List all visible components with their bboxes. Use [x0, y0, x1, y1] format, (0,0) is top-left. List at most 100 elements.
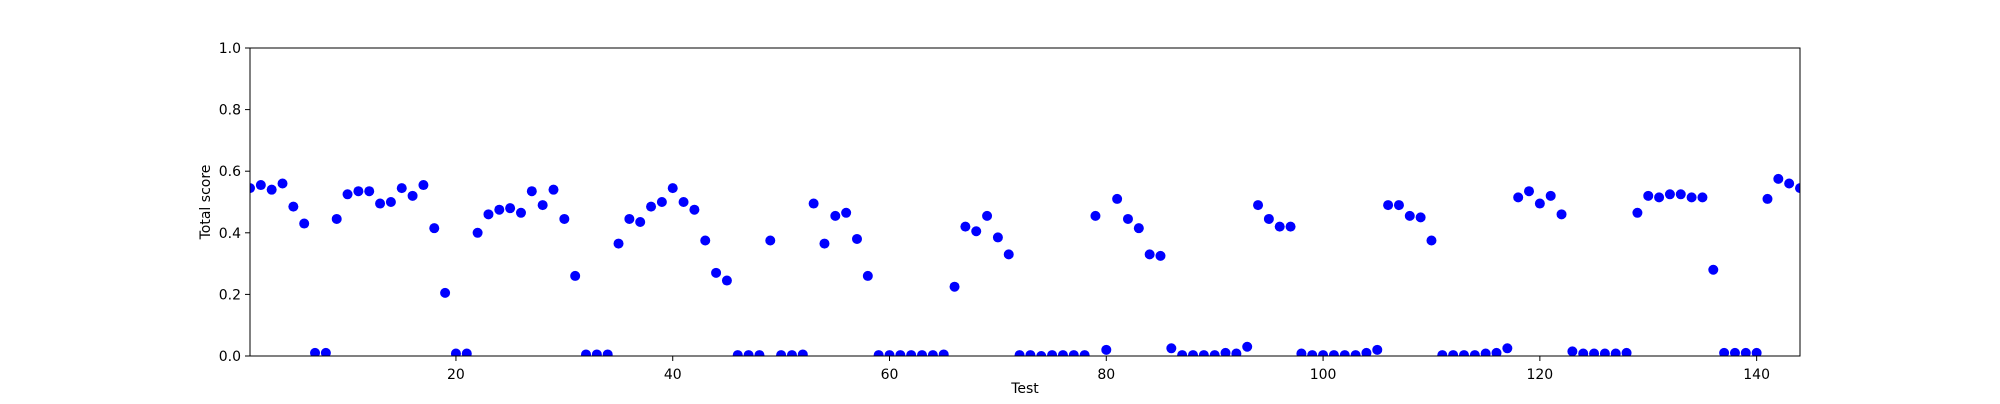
data-point — [982, 210, 993, 221]
data-point — [396, 183, 407, 194]
data-point — [1253, 200, 1264, 211]
data-point — [364, 186, 375, 197]
data-point — [1242, 341, 1253, 352]
data-point — [1729, 347, 1740, 356]
data-point — [1079, 350, 1090, 356]
data-point — [667, 183, 678, 194]
data-point — [581, 349, 592, 356]
x-tick-label: 80 — [1097, 367, 1115, 383]
data-point — [1448, 350, 1459, 356]
data-point — [266, 184, 277, 195]
y-axis-label: Total score — [198, 165, 214, 241]
data-point — [1621, 347, 1632, 356]
data-point — [1220, 347, 1231, 356]
data-point — [1068, 350, 1079, 356]
data-point — [700, 235, 711, 246]
data-point — [1480, 348, 1491, 356]
data-point — [537, 200, 548, 211]
x-tick-label: 20 — [447, 367, 465, 383]
y-tick-label: 0.8 — [219, 103, 241, 119]
x-tick-label: 120 — [1526, 367, 1553, 383]
data-point — [1426, 235, 1437, 246]
data-point — [429, 223, 440, 234]
data-point — [1296, 348, 1307, 356]
data-point — [613, 238, 624, 249]
data-point — [1610, 348, 1621, 356]
data-point — [1057, 350, 1068, 356]
data-point — [1263, 213, 1274, 224]
data-point — [494, 204, 505, 215]
data-point — [1686, 192, 1697, 203]
data-point — [1795, 183, 1800, 194]
data-point — [938, 349, 949, 356]
data-point — [1328, 350, 1339, 356]
data-point — [786, 350, 797, 356]
data-point — [656, 197, 667, 207]
data-point — [461, 348, 472, 356]
data-point — [1198, 350, 1209, 356]
data-point — [353, 186, 364, 197]
x-tick-label: 140 — [1743, 367, 1770, 383]
data-point — [1502, 343, 1513, 354]
y-axis: 0.0 0.2 0.4 0.6 0.8 1.0 — [219, 41, 250, 365]
data-point — [851, 233, 862, 244]
data-point — [1664, 189, 1675, 200]
data-point — [1751, 347, 1762, 356]
data-point — [776, 350, 787, 356]
y-tick-label: 0.4 — [219, 226, 241, 242]
data-point — [1122, 213, 1133, 224]
data-point — [1534, 198, 1545, 209]
data-point — [1274, 221, 1285, 232]
data-point — [277, 178, 288, 189]
data-point — [808, 198, 819, 209]
data-point — [721, 275, 732, 286]
data-point — [1437, 350, 1448, 356]
data-point — [505, 203, 516, 214]
y-tick-label: 0.2 — [219, 287, 241, 303]
data-point — [1578, 348, 1589, 356]
data-point — [1773, 173, 1784, 184]
data-point — [602, 349, 613, 356]
data-point — [1469, 350, 1480, 356]
data-point — [862, 270, 873, 281]
data-point — [635, 217, 646, 228]
data-point — [1567, 346, 1578, 356]
data-point — [1524, 186, 1535, 197]
data-point — [1003, 249, 1014, 260]
data-point — [1556, 209, 1567, 220]
data-point — [743, 350, 754, 356]
data-point — [310, 347, 321, 356]
x-tick-label: 60 — [881, 367, 899, 383]
data-point — [646, 201, 657, 212]
data-point — [1188, 350, 1199, 356]
data-point — [385, 197, 396, 207]
data-point — [559, 213, 570, 224]
data-point — [472, 227, 483, 238]
data-point — [819, 238, 830, 249]
data-point — [1361, 347, 1372, 356]
data-point — [570, 270, 581, 281]
data-point — [288, 201, 299, 212]
data-point — [1708, 264, 1719, 275]
data-point — [331, 213, 342, 224]
y-tick-label: 1.0 — [219, 41, 241, 57]
data-point — [1599, 348, 1610, 356]
data-point — [971, 226, 982, 237]
data-point — [1372, 344, 1383, 355]
data-point — [299, 218, 310, 229]
data-point — [418, 180, 429, 191]
data-point — [1545, 190, 1556, 201]
data-point — [765, 235, 776, 246]
data-point — [1133, 223, 1144, 234]
data-point — [884, 350, 895, 356]
data-point — [754, 350, 765, 356]
data-point — [1589, 348, 1600, 356]
data-point — [1047, 350, 1058, 356]
data-point — [1719, 347, 1730, 356]
data-point — [1155, 250, 1166, 261]
data-point — [917, 350, 928, 356]
data-point — [1393, 200, 1404, 211]
y-tick-label: 0.6 — [219, 164, 241, 180]
